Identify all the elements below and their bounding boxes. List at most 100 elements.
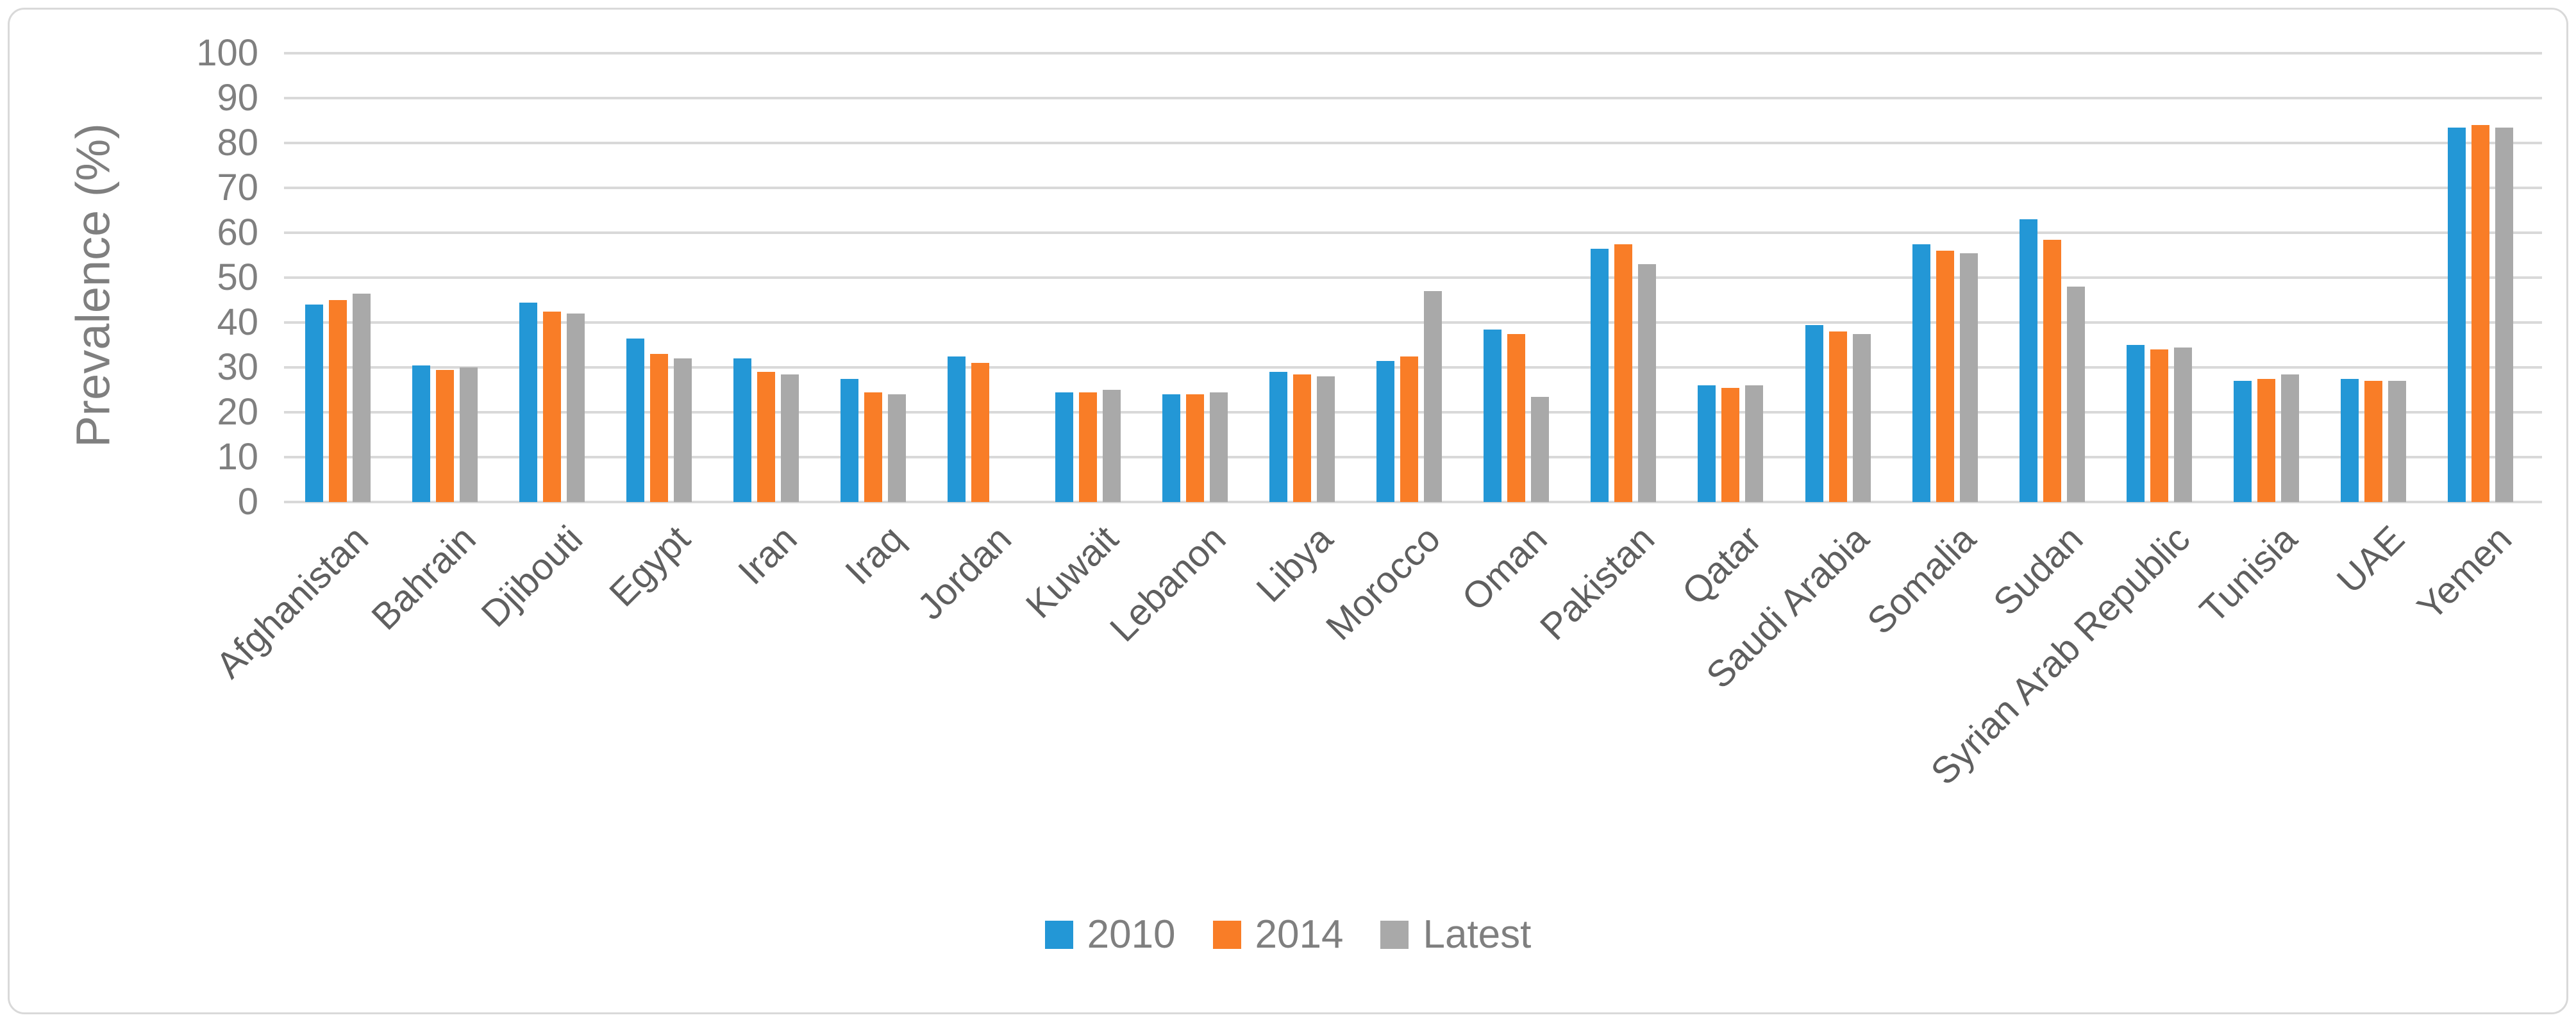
bar-2014-uae — [2364, 381, 2383, 502]
bar-2010-sudan — [2019, 219, 2037, 502]
bar-latest-djibouti — [566, 314, 585, 502]
bar-2014-iran — [757, 372, 776, 502]
bar-2010-afghanistan — [305, 305, 323, 502]
category-label-iran: Iran — [730, 517, 805, 593]
category-label-egypt: Egypt — [601, 517, 698, 615]
bar-2014-syrian-arab-republic — [2150, 349, 2168, 502]
bar-2010-kuwait — [1055, 392, 1073, 502]
bar-latest-saudi-arabia — [1852, 333, 1871, 502]
bar-2010-libya — [1269, 372, 1287, 502]
bar-latest-oman — [1531, 396, 1550, 502]
bar-2014-pakistan — [1614, 244, 1633, 502]
bar-latest-sudan — [2066, 287, 2085, 502]
bar-2014-somalia — [1936, 251, 1954, 502]
y-tick-label-60: 60 — [217, 212, 258, 253]
y-tick-label-30: 30 — [217, 346, 258, 388]
category-label-sudan: Sudan — [1985, 517, 2091, 624]
bar-2014-oman — [1507, 333, 1526, 502]
category-label-lebanon: Lebanon — [1101, 517, 1234, 650]
bar-2014-bahrain — [435, 369, 454, 502]
legend-item-latest: Latest — [1380, 915, 1531, 955]
category-label-pakistan: Pakistan — [1532, 517, 1662, 648]
bar-latest-pakistan — [1638, 264, 1657, 502]
category-label-oman: Oman — [1454, 517, 1555, 619]
bar-2010-syrian-arab-republic — [2127, 345, 2145, 502]
legend-item-2014: 2014 — [1212, 912, 1344, 957]
bar-latest-syrian-arab-republic — [2174, 347, 2192, 502]
category-label-afghanistan: Afghanistan — [208, 517, 377, 687]
bar-2010-lebanon — [1162, 394, 1180, 502]
bar-2010-tunisia — [2234, 381, 2252, 502]
bar-2010-bahrain — [412, 365, 430, 502]
y-axis-title: Prevalence (%) — [66, 123, 120, 448]
bar-latest-tunisia — [2281, 374, 2300, 502]
bar-2014-egypt — [650, 354, 668, 502]
gridline-40 — [284, 321, 2542, 324]
category-label-morocco: Morocco — [1317, 517, 1448, 648]
bar-2010-jordan — [948, 356, 966, 502]
y-tick-label-70: 70 — [217, 167, 258, 208]
bar-2010-iraq — [841, 378, 859, 502]
category-label-iraq: Iraq — [837, 517, 912, 593]
category-label-qatar: Qatar — [1674, 517, 1770, 614]
bar-latest-lebanon — [1209, 392, 1228, 502]
y-tick-label-10: 10 — [217, 436, 258, 478]
gridline-0 — [284, 501, 2542, 503]
category-label-bahrain: Bahrain — [364, 517, 484, 639]
bar-latest-bahrain — [459, 367, 478, 502]
category-label-jordan: Jordan — [909, 517, 1020, 628]
bar-2014-jordan — [971, 363, 990, 502]
bar-latest-morocco — [1424, 291, 1442, 502]
bar-latest-somalia — [1959, 253, 1978, 502]
category-label-uae: UAE — [2329, 517, 2413, 602]
bar-2010-morocco — [1376, 360, 1394, 502]
y-tick-label-40: 40 — [217, 301, 258, 343]
category-label-libya: Libya — [1248, 517, 1341, 610]
bar-latest-qatar — [1745, 385, 1764, 502]
category-label-tunisia: Tunisia — [2192, 517, 2305, 632]
y-tick-label-80: 80 — [217, 122, 258, 163]
gridline-100 — [284, 52, 2542, 54]
legend-item-2010: 2010 — [1044, 912, 1176, 957]
gridline-80 — [284, 142, 2542, 144]
gridline-70 — [284, 187, 2542, 189]
bar-2010-djibouti — [519, 302, 537, 502]
bar-2014-libya — [1292, 374, 1311, 502]
bar-2014-saudi-arabia — [1828, 331, 1847, 502]
category-label-djibouti: Djibouti — [473, 517, 591, 635]
bar-2010-saudi-arabia — [1805, 324, 1823, 502]
gridline-90 — [284, 97, 2542, 99]
y-tick-label-50: 50 — [217, 256, 258, 298]
bar-latest-iraq — [888, 394, 907, 502]
bar-2014-iraq — [864, 392, 883, 502]
category-label-somalia: Somalia — [1859, 517, 1984, 642]
bar-latest-yemen — [2495, 127, 2514, 502]
category-label-yemen: Yemen — [2409, 517, 2520, 628]
legend-label-2014: 2014 — [1255, 912, 1344, 957]
y-tick-label-90: 90 — [217, 77, 258, 119]
bar-2010-uae — [2341, 378, 2359, 502]
bar-latest-afghanistan — [352, 293, 371, 502]
bar-latest-libya — [1316, 376, 1335, 502]
bar-2010-pakistan — [1591, 248, 1609, 502]
bar-latest-kuwait — [1102, 390, 1121, 502]
bar-2014-tunisia — [2257, 378, 2276, 502]
bar-latest-uae — [2388, 381, 2407, 502]
y-tick-label-20: 20 — [217, 391, 258, 433]
bar-2014-qatar — [1721, 387, 1740, 502]
bar-2014-djibouti — [542, 311, 561, 502]
legend-label-2010: 2010 — [1087, 912, 1176, 957]
bar-2010-egypt — [626, 338, 644, 502]
y-tick-label-0: 0 — [237, 481, 258, 523]
bar-2010-somalia — [1912, 244, 1930, 502]
bar-2014-yemen — [2471, 125, 2490, 502]
chart-frame: Prevalence (%) 0 10 20 30 40 50 60 70 80 90 100 Af… — [8, 8, 2568, 1014]
bar-2014-lebanon — [1185, 394, 1204, 502]
legend-swatch-latest — [1380, 921, 1409, 949]
bar-2010-iran — [733, 358, 752, 502]
bar-latest-iran — [781, 374, 799, 502]
y-tick-label-100: 100 — [196, 32, 258, 74]
legend-label-latest: Latest — [1423, 912, 1532, 957]
bar-2014-kuwait — [1078, 392, 1097, 502]
legend-swatch-2014 — [1212, 921, 1241, 949]
